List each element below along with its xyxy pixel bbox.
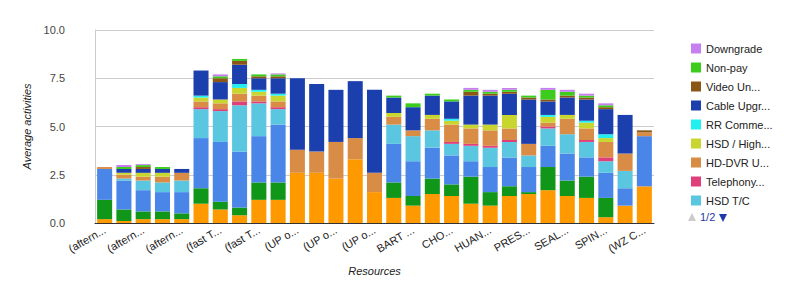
svg-text:SPIN...: SPIN... bbox=[573, 224, 609, 252]
svg-text:(aftern...: (aftern... bbox=[143, 224, 184, 255]
svg-text:(fast T...: (fast T... bbox=[184, 224, 224, 254]
svg-text:(UP o...: (UP o... bbox=[262, 224, 300, 253]
svg-text:Downgrade: Downgrade bbox=[706, 43, 762, 55]
svg-text:Resources: Resources bbox=[348, 265, 401, 277]
svg-text:5.0: 5.0 bbox=[50, 121, 65, 133]
svg-text:HSD / High...: HSD / High... bbox=[706, 138, 770, 150]
svg-text:HUAN...: HUAN... bbox=[452, 224, 493, 255]
svg-text:Telephony...: Telephony... bbox=[706, 176, 765, 188]
svg-text:CHO...: CHO... bbox=[420, 224, 455, 251]
svg-text:0.0: 0.0 bbox=[50, 217, 65, 229]
svg-text:10.0: 10.0 bbox=[44, 24, 65, 36]
svg-text:Average activities: Average activities bbox=[21, 83, 33, 171]
svg-text:HD-DVR U...: HD-DVR U... bbox=[706, 157, 769, 169]
svg-text:(WZ C...: (WZ C... bbox=[606, 224, 647, 255]
svg-text:BART ...: BART ... bbox=[374, 224, 416, 255]
svg-text:7.5: 7.5 bbox=[50, 72, 65, 84]
svg-text:Non-pay: Non-pay bbox=[706, 62, 748, 74]
svg-text:Video Un...: Video Un... bbox=[706, 81, 760, 93]
svg-text:(UP o...: (UP o... bbox=[301, 224, 339, 253]
svg-text:(aftern...: (aftern... bbox=[105, 224, 146, 255]
svg-text:PRES...: PRES... bbox=[492, 224, 532, 254]
svg-text:SEAL...: SEAL... bbox=[532, 224, 570, 253]
svg-text:Cable Upgr...: Cable Upgr... bbox=[706, 100, 770, 112]
svg-text:1/2: 1/2 bbox=[700, 211, 715, 223]
svg-text:(fast T...: (fast T... bbox=[222, 224, 262, 254]
svg-text:(UP o...: (UP o... bbox=[339, 224, 377, 253]
svg-text:2.5: 2.5 bbox=[50, 169, 65, 181]
svg-text:RR Comme...: RR Comme... bbox=[706, 119, 773, 131]
svg-text:(aftern...: (aftern... bbox=[66, 224, 107, 255]
svg-text:HSD T/C: HSD T/C bbox=[706, 195, 750, 207]
